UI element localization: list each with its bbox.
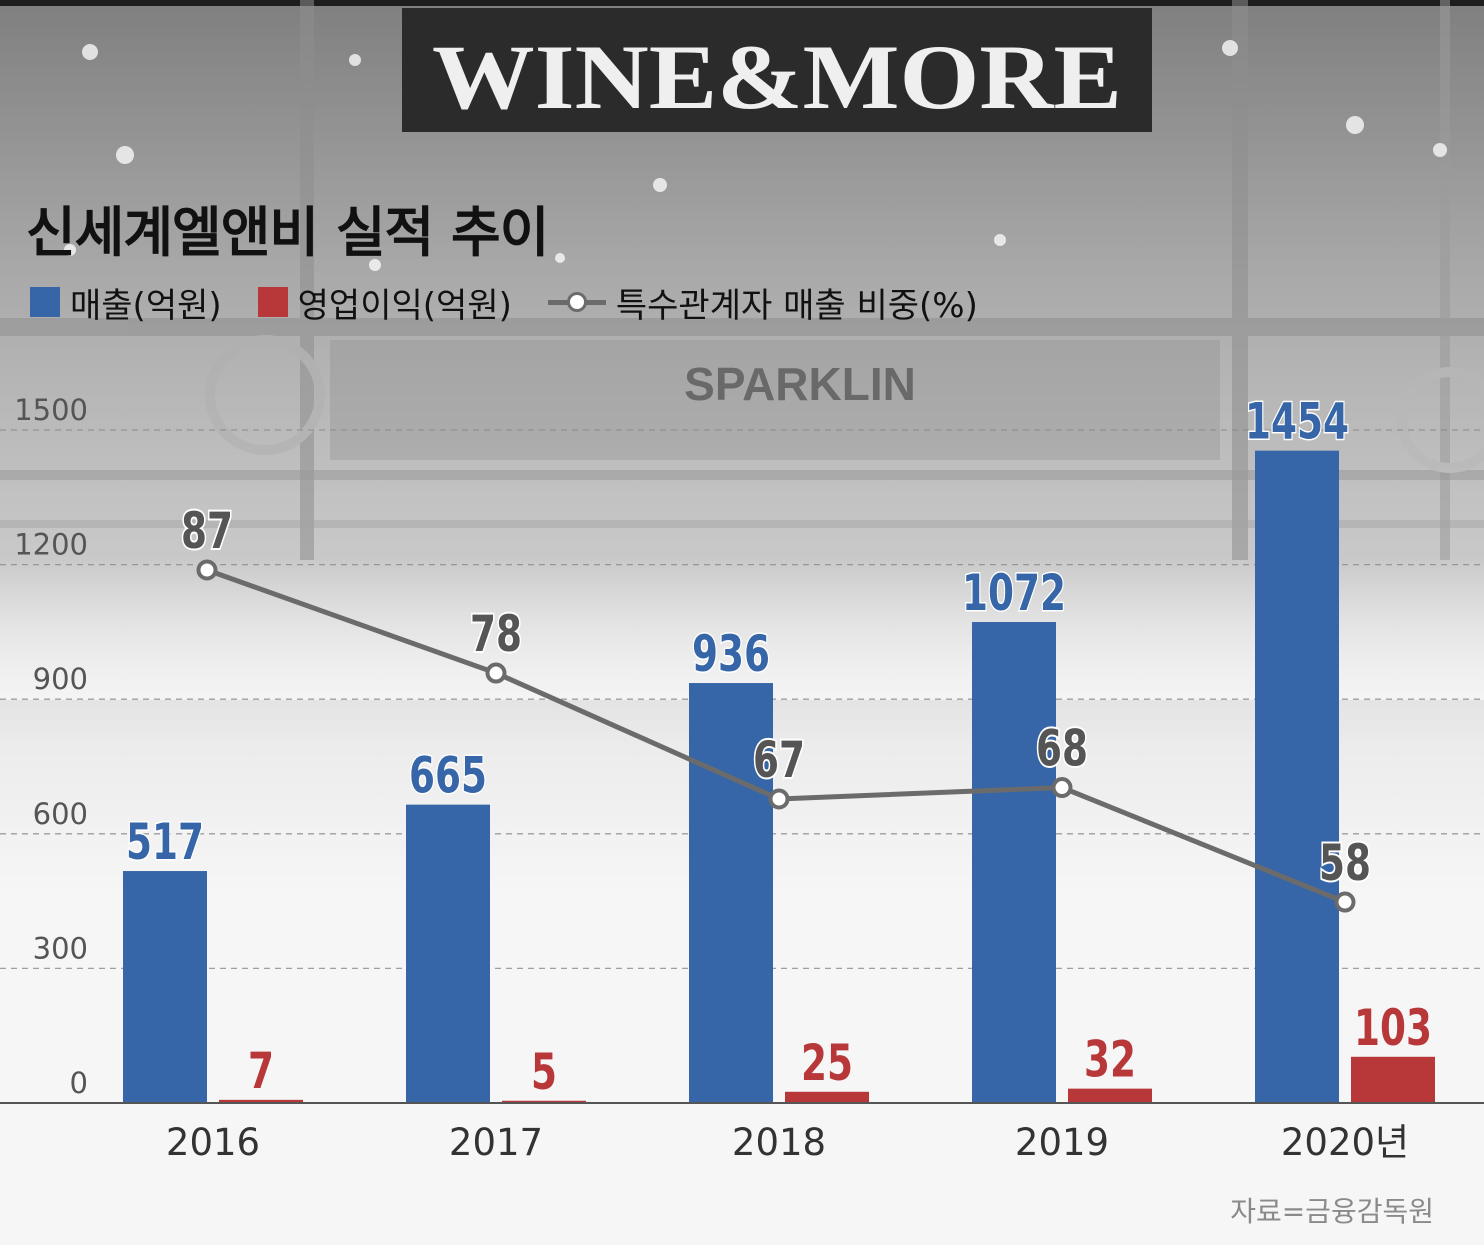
related-party-share-point bbox=[1051, 777, 1073, 799]
operating-profit-bar bbox=[219, 1099, 303, 1103]
operating-profit-bar bbox=[785, 1091, 869, 1103]
related-party-share-label: 67 bbox=[753, 731, 805, 789]
x-tick-label: 2017 bbox=[449, 1121, 543, 1164]
legend-swatch-revenue bbox=[30, 287, 60, 317]
legend: 매출(억원) 영업이익(억원) 특수관계자 매출 비중(%) bbox=[30, 278, 1014, 327]
revenue-bar bbox=[689, 683, 773, 1103]
operating-profit-bar bbox=[1068, 1088, 1152, 1103]
operating-profit-value-label: 7 bbox=[248, 1042, 274, 1100]
shelf-sign-text: SPARKLIN bbox=[684, 358, 916, 410]
related-party-share-point bbox=[768, 788, 790, 810]
revenue-value-label: 517 bbox=[126, 813, 204, 871]
x-tick-label: 2020년 bbox=[1281, 1121, 1409, 1164]
revenue-value-label: 1072 bbox=[962, 564, 1066, 622]
legend-item-revenue: 매출(억원) bbox=[30, 278, 222, 327]
y-tick-label: 300 bbox=[33, 931, 88, 965]
store-structure bbox=[0, 0, 1484, 560]
operating-profit-bar bbox=[1351, 1056, 1435, 1103]
operating-profit-value-label: 25 bbox=[801, 1034, 853, 1092]
revenue-bar bbox=[972, 622, 1056, 1103]
revenue-value-label: 1454 bbox=[1245, 393, 1349, 451]
x-tick-label: 2018 bbox=[732, 1121, 826, 1164]
related-party-share-point bbox=[1334, 891, 1356, 913]
legend-label-revenue: 매출(억원) bbox=[70, 285, 222, 326]
revenue-bar bbox=[406, 804, 490, 1103]
related-party-share-label: 87 bbox=[181, 502, 233, 560]
store-sign-text: WINE&MORE bbox=[432, 26, 1122, 128]
related-party-share-label: 78 bbox=[470, 605, 522, 663]
x-tick-label: 2016 bbox=[166, 1121, 260, 1164]
operating-profit-bar bbox=[502, 1100, 586, 1103]
ceiling-lights bbox=[64, 40, 1447, 271]
chart-title: 신세계엘앤비 실적 추이 bbox=[26, 201, 549, 264]
x-tick-label: 2019 bbox=[1015, 1121, 1109, 1164]
operating-profit-value-label: 103 bbox=[1354, 999, 1432, 1057]
legend-swatch-operating-profit bbox=[257, 287, 288, 317]
legend-item-related-party-share: 특수관계자 매출 비중(%) bbox=[547, 278, 978, 327]
related-party-share-label: 68 bbox=[1036, 720, 1088, 778]
related-party-share-point bbox=[196, 559, 218, 581]
operating-profit-value-label: 32 bbox=[1084, 1031, 1136, 1089]
revenue-bar bbox=[1255, 450, 1339, 1103]
y-tick-label: 1200 bbox=[14, 528, 88, 562]
y-tick-label: 1500 bbox=[14, 393, 88, 427]
related-party-share-point bbox=[485, 662, 507, 684]
legend-item-operating-profit: 영업이익(억원) bbox=[257, 278, 512, 327]
related-party-share-label: 58 bbox=[1319, 834, 1371, 892]
legend-label-related-party-share: 특수관계자 매출 비중(%) bbox=[615, 285, 978, 326]
legend-swatch-related-party-share bbox=[547, 287, 606, 317]
y-tick-label: 900 bbox=[33, 662, 88, 696]
revenue-value-label: 936 bbox=[692, 625, 770, 683]
operating-profit-value-label: 5 bbox=[531, 1043, 557, 1101]
revenue-bar bbox=[123, 871, 207, 1103]
revenue-value-label: 665 bbox=[409, 747, 487, 805]
y-tick-label: 0 bbox=[70, 1066, 88, 1100]
source-note: 자료=금융감독원 bbox=[1230, 1195, 1434, 1228]
legend-label-operating-profit: 영업이익(억원) bbox=[297, 285, 512, 326]
y-tick-label: 600 bbox=[33, 797, 88, 831]
